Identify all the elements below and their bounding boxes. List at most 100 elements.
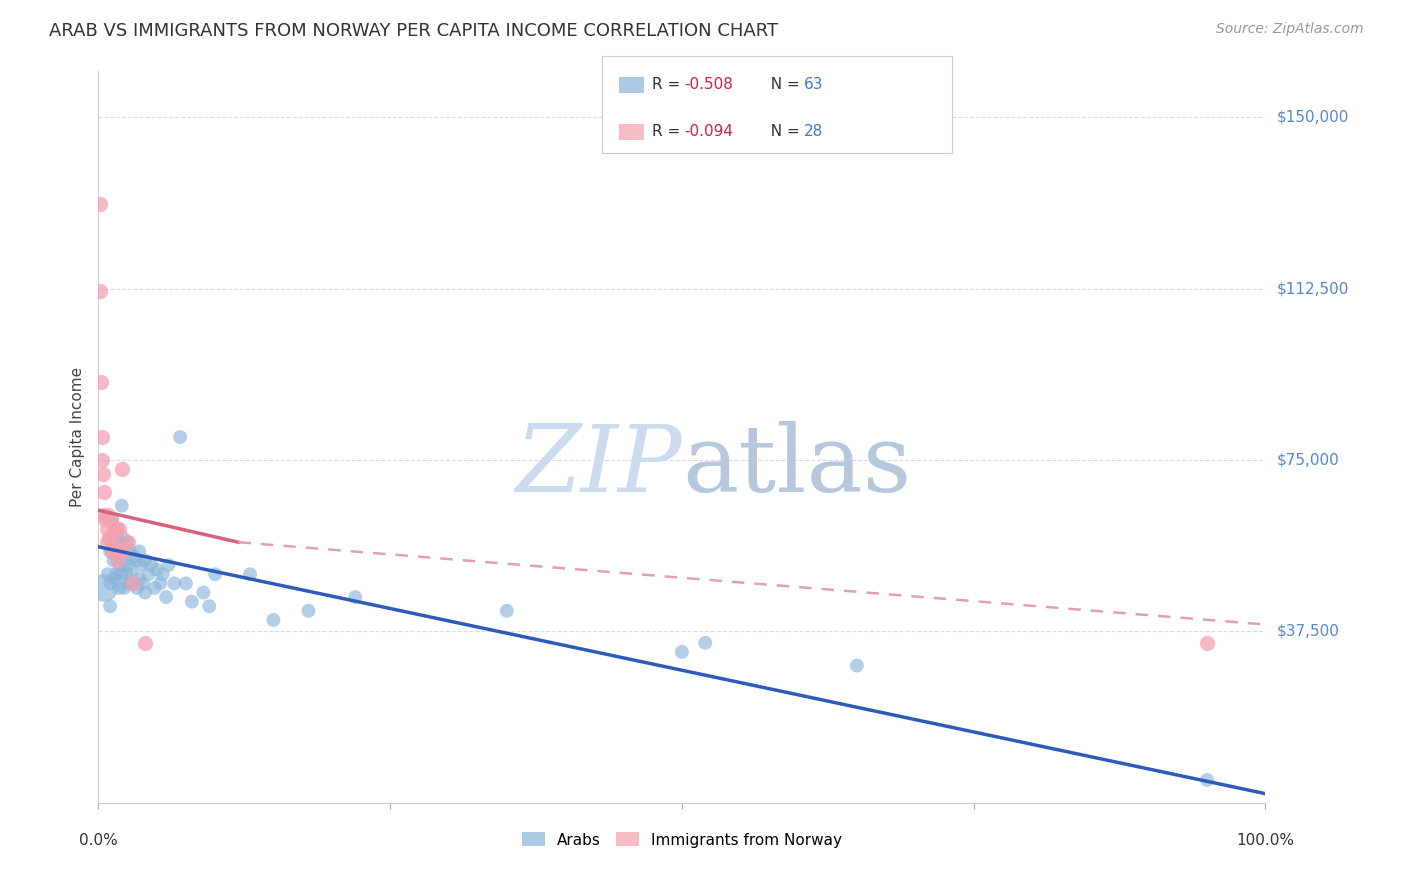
Point — [1195, 636, 1218, 650]
Point — [112, 581, 135, 595]
Point — [103, 553, 125, 567]
Point — [93, 581, 115, 595]
Point — [146, 563, 169, 577]
Point — [90, 453, 112, 467]
Point — [89, 197, 111, 211]
Text: -0.508: -0.508 — [685, 77, 734, 92]
Text: $112,500: $112,500 — [1277, 281, 1348, 296]
Point — [108, 558, 131, 573]
Point — [695, 636, 717, 650]
Point — [90, 375, 112, 389]
Point — [89, 284, 111, 298]
Text: $75,000: $75,000 — [1277, 452, 1340, 467]
Point — [90, 430, 112, 444]
Point — [91, 467, 114, 481]
Point — [112, 544, 135, 558]
Point — [101, 512, 124, 526]
Point — [117, 535, 139, 549]
Point — [104, 521, 127, 535]
Point — [132, 576, 155, 591]
Text: 0.0%: 0.0% — [79, 833, 118, 848]
Text: 100.0%: 100.0% — [1236, 833, 1295, 848]
Text: atlas: atlas — [682, 421, 911, 511]
Text: -0.094: -0.094 — [685, 123, 734, 138]
Point — [846, 658, 869, 673]
Point — [105, 540, 128, 554]
Point — [111, 499, 134, 513]
Point — [93, 484, 115, 499]
Point — [117, 558, 139, 573]
Point — [114, 544, 136, 558]
Point — [118, 544, 141, 558]
Point — [671, 645, 693, 659]
Point — [125, 581, 148, 595]
Point — [120, 567, 142, 582]
Point — [122, 576, 145, 591]
Point — [98, 544, 121, 558]
Point — [108, 581, 131, 595]
Point — [98, 512, 121, 526]
Point — [111, 531, 134, 545]
Point — [204, 567, 226, 582]
Point — [134, 585, 156, 599]
Text: $37,500: $37,500 — [1277, 624, 1340, 639]
Point — [134, 636, 156, 650]
Point — [96, 521, 118, 535]
Point — [112, 558, 135, 573]
Point — [118, 576, 141, 591]
Point — [157, 558, 180, 573]
Point — [101, 544, 124, 558]
Point — [93, 508, 115, 522]
Text: 28: 28 — [804, 123, 824, 138]
Point — [111, 462, 134, 476]
Text: R =: R = — [652, 123, 686, 138]
Point — [94, 512, 117, 526]
Point — [110, 567, 132, 582]
Point — [169, 430, 191, 444]
Point — [149, 576, 172, 591]
Point — [117, 535, 139, 549]
Y-axis label: Per Capita Income: Per Capita Income — [70, 367, 86, 508]
Point — [97, 531, 120, 545]
Point — [100, 531, 122, 545]
Point — [262, 613, 284, 627]
Point — [104, 544, 127, 558]
Point — [111, 544, 134, 558]
Point — [134, 553, 156, 567]
Point — [97, 508, 120, 522]
Text: 63: 63 — [804, 77, 824, 92]
Point — [122, 549, 145, 563]
Point — [105, 521, 128, 535]
Point — [107, 553, 129, 567]
Point — [152, 567, 174, 582]
Point — [97, 567, 120, 582]
Text: ZIP: ZIP — [515, 421, 682, 511]
Point — [297, 604, 319, 618]
Legend: Arabs, Immigrants from Norway: Arabs, Immigrants from Norway — [516, 826, 848, 854]
Text: $150,000: $150,000 — [1277, 110, 1348, 125]
Point — [198, 599, 221, 614]
Point — [125, 553, 148, 567]
Point — [1195, 772, 1218, 787]
Text: R =: R = — [652, 77, 686, 92]
Point — [193, 585, 215, 599]
Point — [122, 576, 145, 591]
Point — [138, 567, 160, 582]
Text: N =: N = — [761, 77, 804, 92]
Point — [139, 558, 162, 573]
Point — [143, 581, 166, 595]
Point — [128, 572, 150, 586]
Point — [174, 576, 197, 591]
Point — [96, 535, 118, 549]
Point — [344, 590, 367, 604]
Point — [103, 521, 125, 535]
Point — [107, 544, 129, 558]
Point — [108, 521, 131, 535]
Point — [180, 594, 202, 608]
Point — [155, 590, 177, 604]
Point — [98, 576, 121, 591]
Point — [496, 604, 519, 618]
Point — [104, 567, 127, 582]
Point — [101, 535, 124, 549]
Point — [104, 549, 127, 563]
